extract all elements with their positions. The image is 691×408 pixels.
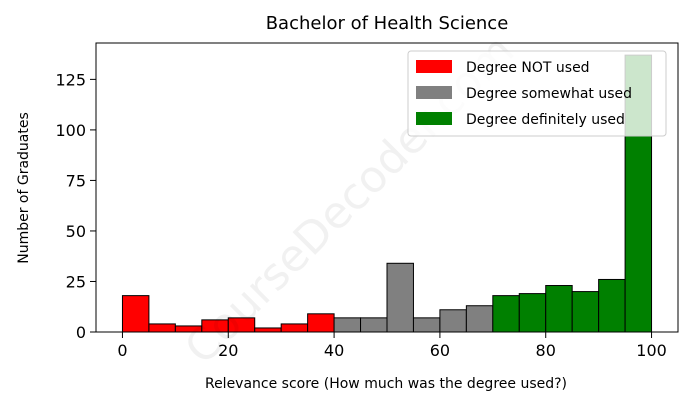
y-tick-label-1: 25	[66, 272, 86, 291]
legend-swatch-not-used	[416, 60, 452, 73]
plot-frame	[95, 42, 679, 333]
y-tick-label-5: 125	[55, 70, 86, 89]
histogram-bar-s2-b4	[598, 278, 626, 333]
histogram-bar-s0-b5	[254, 327, 282, 333]
y-axis-label: Number of Graduates	[16, 112, 32, 264]
legend-label-definitely-used: Degree definitely used	[466, 112, 625, 128]
legend-swatch-somewhat-used	[416, 86, 452, 99]
histogram-bar-s1-b5	[465, 305, 494, 333]
y-tick-label-0: 0	[76, 323, 86, 342]
y-tick-label-3: 75	[66, 171, 86, 190]
histogram-bar-s0-b7	[307, 313, 335, 333]
histogram-bar-s1-b1	[360, 317, 388, 333]
x-tick-label-0: 0	[117, 341, 127, 360]
x-tick-label-3: 60	[430, 341, 450, 360]
histogram-bar-s2-b0	[492, 295, 520, 333]
histogram-bar-s1-b3	[412, 317, 441, 333]
histogram-bar-s2-b2	[545, 285, 573, 333]
chart-title: Bachelor of Health Science	[266, 13, 509, 34]
legend-frame	[407, 50, 667, 137]
histogram-bar-s1-b2	[386, 262, 414, 333]
x-tick-label-2: 40	[324, 341, 344, 360]
y-tick-label-2: 50	[66, 222, 86, 241]
x-tick-label-1: 20	[218, 341, 238, 360]
y-tick-label-4: 100	[55, 121, 86, 140]
histogram-bar-s0-b1	[148, 323, 176, 333]
histogram-bar-s0-b6	[280, 323, 309, 333]
histogram-bar-s0-b0	[121, 295, 150, 333]
legend-label-not-used: Degree NOT used	[466, 60, 590, 76]
y-axis-ticks: 0 25 50 75 100 125	[55, 70, 96, 342]
x-tick-label-5: 100	[636, 341, 667, 360]
histogram-bar-s1-b4	[439, 309, 467, 333]
histogram-bar-s2-b1	[518, 293, 547, 333]
x-axis-label: Relevance score (How much was the degree…	[205, 376, 567, 392]
x-axis-ticks: 0 20 40 60 80 100	[117, 332, 667, 360]
x-tick-label-4: 80	[536, 341, 556, 360]
histogram-bar-s2-b3	[571, 291, 600, 333]
legend-swatch-definitely-used	[416, 112, 452, 125]
histogram-bar-s1-b0	[333, 317, 362, 333]
legend: Degree NOT used Degree somewhat used Deg…	[407, 50, 667, 137]
legend-label-somewhat-used: Degree somewhat used	[466, 86, 632, 102]
